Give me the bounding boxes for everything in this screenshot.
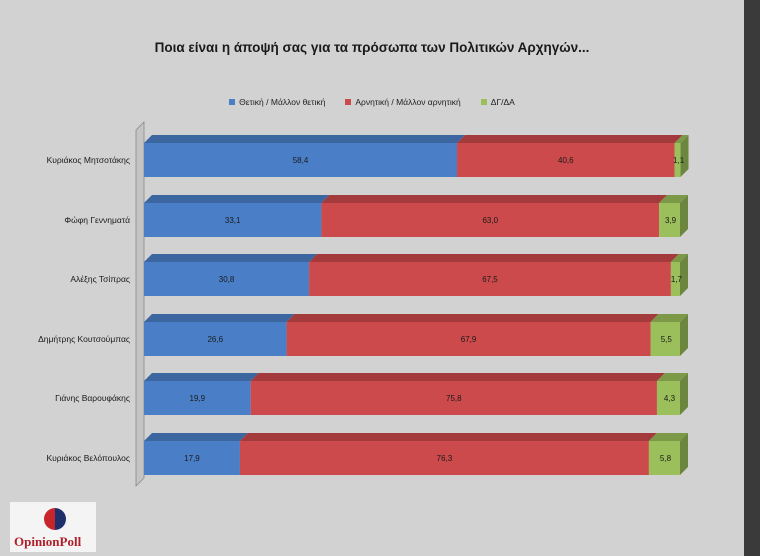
bar-segment <box>144 203 322 237</box>
category-label: Κυριάκος Βελόπουλος <box>46 453 130 463</box>
bar-segment <box>659 203 680 237</box>
category-label: Δημήτρης Κουτσούμπας <box>38 334 130 344</box>
category-label: Γιάνης Βαρουφάκης <box>55 393 130 403</box>
axis-wall <box>135 121 145 487</box>
bar-segment <box>144 381 251 415</box>
data-label: 75,8 <box>446 394 462 403</box>
data-label: 17,9 <box>184 454 200 463</box>
data-label: 67,9 <box>461 335 477 344</box>
data-label: 67,5 <box>482 275 498 284</box>
bar-segment <box>321 203 660 237</box>
bar-top-face <box>457 135 683 143</box>
data-label: 1,7 <box>671 275 683 284</box>
bar-segment <box>144 322 287 356</box>
data-label: 26,6 <box>207 335 223 344</box>
bar-top-face <box>670 254 688 262</box>
bar-segment <box>250 381 657 415</box>
category-label: Αλέξης Τσίπρας <box>70 274 130 284</box>
bar-top-face <box>144 373 259 381</box>
bar-top-face <box>144 433 248 441</box>
legend-item-undecided: ΔΓ/ΔΑ <box>480 97 515 107</box>
bar-segment <box>648 441 680 475</box>
data-label: 30,8 <box>219 275 235 284</box>
bar-segment <box>457 143 675 177</box>
legend-label-undecided: ΔΓ/ΔΑ <box>490 97 515 107</box>
bar-segment <box>286 322 651 356</box>
bar-side-face <box>680 254 688 296</box>
bar-top-face <box>656 373 688 381</box>
logo-circle-icon <box>44 508 66 530</box>
data-label: 63,0 <box>482 216 498 225</box>
bar-top-face <box>144 135 466 143</box>
bar-segment <box>309 262 671 296</box>
bar-top-face <box>648 433 688 441</box>
bar-top-face <box>239 433 657 441</box>
data-label: 5,5 <box>661 335 673 344</box>
bar-segment <box>144 441 240 475</box>
data-label: 58,4 <box>293 156 309 165</box>
bar-top-face <box>321 195 668 203</box>
data-label: 40,6 <box>558 156 574 165</box>
bar-top-face <box>144 195 330 203</box>
chart-legend: Θετική / Μάλλον θετική Αρνητική / Μάλλον… <box>0 97 744 107</box>
category-label: Κυριάκος Μητσοτάκης <box>47 155 130 165</box>
bar-top-face <box>674 135 689 143</box>
legend-swatch-undecided <box>480 99 487 105</box>
logo-text: OpinionPoll <box>14 534 82 549</box>
bar-side-face <box>680 373 688 415</box>
chart-title: Ποια είναι η άποψή σας για τα πρόσωπα τω… <box>154 40 590 55</box>
legend-label-negative: Αρνητική / Μάλλον αρνητική <box>355 97 461 107</box>
bar-top-face <box>144 314 295 322</box>
bar-top-face <box>650 314 688 322</box>
bar-side-face <box>680 433 688 475</box>
bar-side-face <box>680 314 688 356</box>
category-label: Φώφη Γεννηματά <box>64 215 130 225</box>
data-label: 5,8 <box>660 454 672 463</box>
bar-top-face <box>286 314 659 322</box>
data-label: 19,9 <box>190 394 206 403</box>
bar-segment <box>656 381 680 415</box>
data-label: 33,1 <box>225 216 241 225</box>
bar-segment <box>239 441 649 475</box>
data-label: 4,3 <box>664 394 676 403</box>
bar-top-face <box>659 195 688 203</box>
opinionpoll-logo: OpinionPoll <box>10 502 96 552</box>
legend-swatch-positive <box>229 99 236 105</box>
bar-segment <box>674 143 681 177</box>
data-label: 1,1 <box>673 156 685 165</box>
data-label: 3,9 <box>665 216 677 225</box>
bar-side-face <box>680 195 688 237</box>
stacked-bar-chart: Κυριάκος Μητσοτάκης 58,4 40,6 1,1 Φώφη Γεννη… <box>38 121 689 487</box>
legend-item-positive: Θετική / Μάλλον θετική <box>229 97 325 107</box>
bar-segment <box>650 322 680 356</box>
bar-segment <box>670 262 680 296</box>
data-label: 76,3 <box>437 454 453 463</box>
bar-top-face <box>250 373 665 381</box>
bar-side-face <box>680 135 689 177</box>
legend-swatch-negative <box>345 99 352 105</box>
legend-label-positive: Θετική / Μάλλον θετική <box>239 97 326 107</box>
legend-item-negative: Αρνητική / Μάλλον αρνητική <box>345 97 461 107</box>
bar-segment <box>144 143 458 177</box>
bar-top-face <box>309 254 679 262</box>
screen-edge <box>744 0 760 556</box>
bar-segment <box>144 262 310 296</box>
bar-top-face <box>144 254 318 262</box>
